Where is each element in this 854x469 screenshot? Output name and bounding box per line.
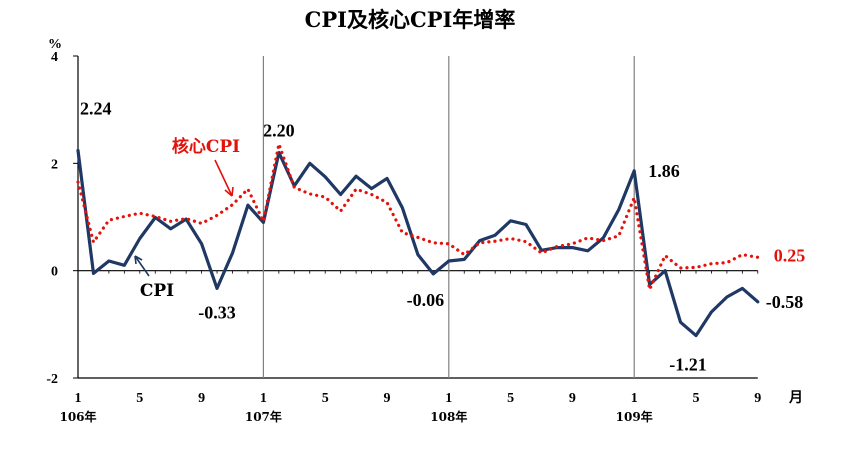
data-label: -0.33 [198,302,236,322]
cpi-label-arrowhead [134,255,143,265]
x-tick-label: 5 [136,391,143,406]
x-tick-label: 1 [260,391,267,406]
x-axis-unit-label: 月 [788,390,803,406]
cpi-line [76,148,760,338]
year-label: 107年 [245,409,282,424]
data-label: -0.58 [766,292,804,312]
chart-title: CPI及核心CPI年增率 [305,7,516,32]
data-labels: 2.24 -0.33 2.20 -0.06 1.86 -1.21 -0.58 0.25 [80,98,805,374]
year-label: 109年 [616,409,653,424]
x-tick-label: 5 [322,391,329,406]
year-labels: 106年 107年 108年 109年 [59,409,652,424]
x-tick-label: 1 [631,391,638,406]
x-tick-label: 1 [445,391,452,406]
series-labels: CPI 核心CPI [134,136,240,301]
core-cpi-line [76,142,760,292]
y-tick-label: 2 [51,157,58,172]
x-tick-label: 1 [75,391,82,406]
axes [73,55,759,379]
data-label: 2.24 [80,98,112,118]
core-cpi-series-label: 核心CPI [172,136,240,157]
cpi-series-label: CPI [140,281,174,301]
x-tick-label: 9 [569,391,576,406]
y-tick-label: 4 [51,50,58,65]
x-tick-labels: 1 5 9 1 5 9 1 5 9 1 5 9 月 [75,390,804,406]
data-label: 1.86 [648,161,680,181]
x-tick-label: 5 [693,391,700,406]
series-lines [76,142,760,338]
core-cpi-label-arrowhead [224,186,234,197]
x-tick-label: 5 [507,391,514,406]
x-tick-label: 9 [754,391,761,406]
y-tick-label: 0 [51,265,58,280]
y-tick-label: -2 [46,372,58,387]
data-label: 2.20 [263,121,295,141]
data-label: 0.25 [774,245,806,265]
y-tick-labels: -2 0 2 4 [46,50,58,387]
year-label: 108年 [430,409,467,424]
x-tick-label: 9 [198,391,205,406]
y-axis-unit: % [48,37,62,52]
data-label: -1.21 [669,355,707,375]
data-label: -0.06 [407,290,445,310]
core-cpi-label-arrow [214,159,233,197]
cpi-label-arrow [134,255,150,277]
year-label: 106年 [59,409,96,424]
x-tick-label: 9 [384,391,391,406]
